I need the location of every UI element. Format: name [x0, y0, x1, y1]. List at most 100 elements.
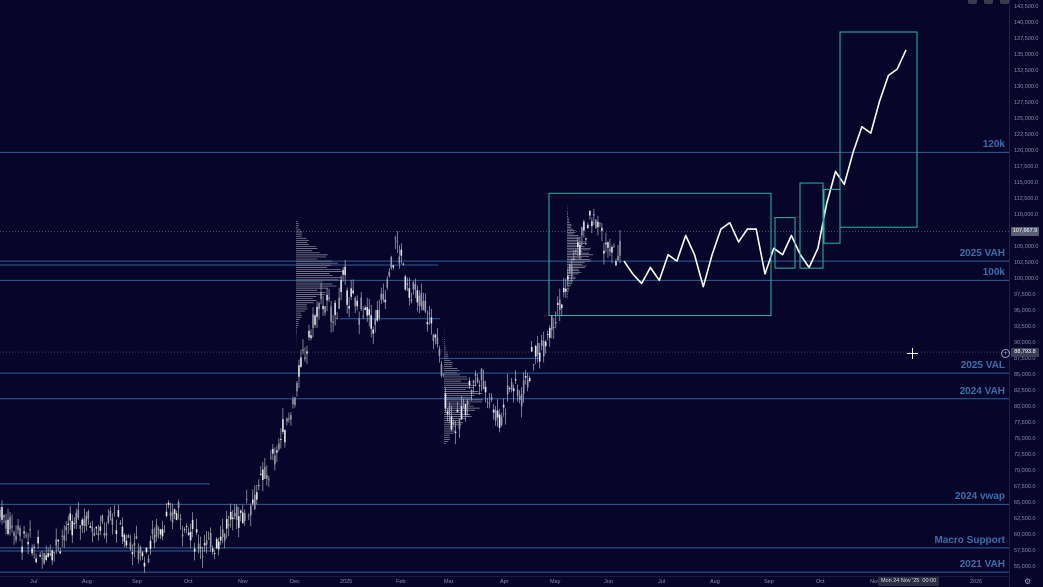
candle-body — [388, 271, 391, 276]
candle-body — [290, 415, 292, 420]
candle-body — [69, 513, 72, 521]
crosshair-cursor-icon — [907, 348, 918, 359]
candle-body — [161, 529, 164, 537]
candle-body — [248, 515, 250, 517]
candle-body — [460, 405, 463, 420]
candle-body — [526, 380, 529, 388]
candle-body — [11, 525, 13, 528]
y-tick-label: 115,000.0 — [1014, 180, 1039, 187]
candle-body — [13, 532, 15, 536]
y-tick-label: 62,500.0 — [1014, 516, 1036, 523]
candle-body — [278, 443, 280, 450]
candle-body — [360, 297, 362, 310]
candle-body — [91, 527, 94, 532]
candle-body — [123, 534, 126, 542]
minimize-icon[interactable] — [968, 0, 977, 4]
candle-body — [508, 388, 511, 389]
candle-body — [33, 546, 35, 548]
candle-body — [482, 380, 485, 390]
candle-body — [39, 554, 41, 557]
candle-body — [300, 357, 302, 367]
crosshair-date: Mon 24 Nov '25 — [881, 578, 920, 584]
maximize-icon[interactable] — [984, 0, 993, 4]
y-tick-label: 60,000.0 — [1014, 532, 1036, 539]
y-tick-label: 70,000.0 — [1014, 468, 1036, 475]
candle-body — [81, 519, 84, 526]
candle-body — [189, 531, 192, 541]
x-tick-label: Sep — [764, 579, 774, 585]
x-tick-label: Nov — [870, 579, 880, 585]
candle-body — [567, 276, 569, 280]
candle-body — [103, 533, 106, 536]
candle-body — [175, 513, 178, 521]
candle-body — [488, 403, 491, 405]
candle-body — [350, 288, 352, 297]
candle-body — [145, 547, 148, 553]
x-tick-label: Jul — [658, 579, 666, 585]
candle-body — [280, 439, 282, 440]
close-icon[interactable] — [1000, 0, 1009, 4]
y-tick-label: 135,000.0 — [1014, 52, 1039, 59]
candle-body — [215, 539, 218, 549]
x-tick-label: Feb — [396, 579, 406, 585]
price-axis[interactable]: 142,500.0 140,000.0 137,500.0 135,000.0 132,… — [1009, 0, 1043, 587]
candle-body — [400, 249, 403, 256]
candle-body — [17, 525, 19, 530]
candle-body — [225, 519, 228, 529]
candle-body — [536, 343, 539, 355]
candle-body — [113, 512, 116, 514]
time-axis[interactable]: Jul Aug Sep Oct Nov Dec 2025 Feb Mar Apr May Jun Jul… — [0, 576, 1009, 587]
x-tick-label: Mar — [444, 579, 454, 585]
candle-body — [203, 543, 206, 546]
candle-body — [348, 306, 350, 309]
x-tick-label: Aug — [710, 579, 720, 585]
candle-body — [408, 288, 411, 298]
candle-body — [75, 512, 78, 524]
candle-body — [119, 522, 122, 525]
candle-body — [233, 512, 236, 517]
crosshair-time-tag: Mon 24 Nov '25 00:00 — [878, 577, 940, 586]
candle-body — [420, 293, 423, 307]
candle-body — [330, 306, 332, 322]
range-box — [839, 31, 918, 228]
candle-body — [19, 527, 21, 537]
candle-body — [141, 552, 144, 557]
candle-body — [67, 523, 70, 526]
gear-icon[interactable]: ⚙ — [1024, 577, 1032, 586]
candle-body — [29, 529, 31, 531]
candle-body — [613, 246, 615, 248]
candle-body — [440, 364, 443, 376]
candle-body — [587, 224, 589, 229]
candle-body — [262, 469, 264, 480]
candle-body — [502, 404, 505, 408]
candle-body — [436, 337, 439, 345]
candle-body — [380, 293, 383, 300]
range-box — [548, 192, 772, 317]
candle-body — [424, 300, 427, 312]
candle-body — [195, 529, 198, 533]
candle-body — [546, 334, 549, 335]
x-tick-label: Dec — [290, 579, 300, 585]
candle-body — [406, 283, 409, 286]
candle-body — [456, 409, 459, 413]
candle-body — [498, 414, 501, 428]
candle-body — [129, 542, 132, 550]
candle-body — [561, 304, 563, 309]
candle-body — [274, 455, 276, 465]
level-label: 120k — [982, 139, 1005, 151]
candle-body — [392, 265, 395, 268]
candle-body — [414, 284, 417, 290]
add-alert-icon[interactable]: + — [1001, 349, 1010, 358]
candle-body — [266, 475, 268, 479]
candle-body — [328, 297, 330, 300]
candle-body — [382, 293, 385, 300]
y-tick-label: 67,500.0 — [1014, 484, 1036, 491]
candle-body — [207, 538, 210, 540]
candle-body — [231, 517, 234, 520]
candle-body — [575, 249, 577, 251]
candle-body — [386, 279, 389, 288]
candle-body — [390, 257, 393, 269]
candle-body — [65, 526, 68, 531]
candle-body — [99, 526, 102, 531]
